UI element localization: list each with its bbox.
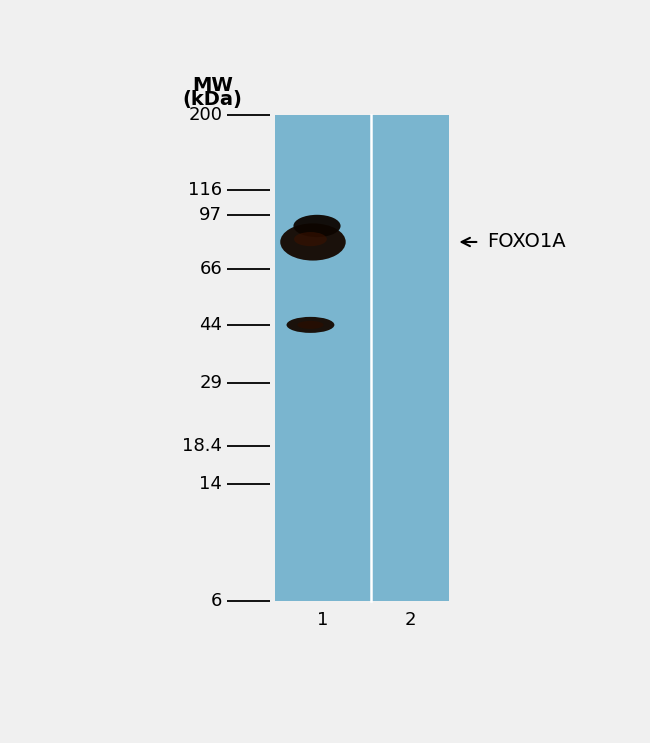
- Text: MW: MW: [192, 76, 233, 95]
- Text: 1: 1: [317, 611, 329, 629]
- Text: 6: 6: [211, 592, 222, 610]
- Text: 2: 2: [404, 611, 416, 629]
- Text: 18.4: 18.4: [182, 437, 222, 455]
- Ellipse shape: [287, 317, 334, 333]
- Text: 14: 14: [200, 475, 222, 493]
- Text: 97: 97: [200, 207, 222, 224]
- Text: 200: 200: [188, 106, 222, 124]
- Text: FOXO1A: FOXO1A: [487, 233, 566, 251]
- Text: (kDa): (kDa): [182, 90, 242, 109]
- Text: 66: 66: [200, 259, 222, 278]
- Ellipse shape: [297, 321, 324, 329]
- Text: 116: 116: [188, 181, 222, 199]
- Ellipse shape: [293, 215, 341, 237]
- Text: 44: 44: [200, 316, 222, 334]
- Ellipse shape: [280, 224, 346, 261]
- Text: 29: 29: [200, 374, 222, 392]
- Ellipse shape: [294, 232, 327, 246]
- Bar: [275, 115, 449, 601]
